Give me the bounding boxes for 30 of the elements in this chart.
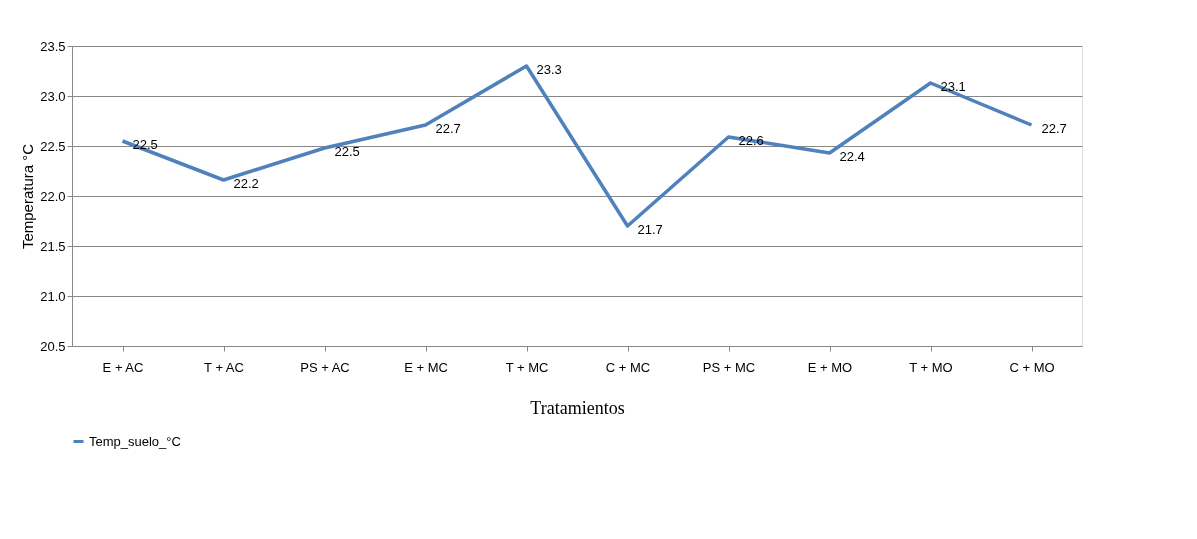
y-tick-label: 20.5 [40, 338, 66, 354]
x-tick-label: E + MC [404, 359, 448, 375]
x-tick-label: PS + MC [702, 359, 756, 375]
y-axis-title: Temperatura °C [19, 143, 37, 250]
y-tick-label: 23.5 [40, 38, 66, 54]
data-label: 22.7 [1041, 121, 1067, 136]
y-tick-label: 21.0 [40, 288, 66, 304]
y-tick-label: 22.0 [40, 188, 66, 204]
data-label: 22.7 [435, 121, 461, 136]
x-tick-label: T + MC [505, 359, 549, 375]
x-tick-label: T + AC [204, 359, 244, 375]
data-label: 23.1 [940, 79, 966, 94]
data-label: 22.5 [334, 144, 360, 159]
y-tick-label: 22.5 [40, 138, 66, 154]
data-label: 22.6 [738, 133, 764, 148]
x-axis-title: Tratamientos [530, 397, 625, 418]
x-tick-label: C + MC [605, 359, 651, 375]
data-label: 22.2 [233, 176, 259, 191]
x-tick-label: T + MO [909, 359, 953, 375]
data-label: 22.5 [132, 137, 158, 152]
x-tick-label: C + MO [1009, 359, 1055, 375]
y-tick-label: 21.5 [40, 238, 66, 254]
y-tick-label: 23.0 [40, 88, 66, 104]
x-tick-label: E + AC [102, 359, 144, 375]
x-tick-label: PS + AC [300, 359, 350, 375]
x-tick-label: E + MO [807, 359, 853, 375]
data-label: 23.3 [536, 62, 562, 77]
data-label: 22.4 [839, 149, 865, 164]
legend-label: Temp_suelo_°C [89, 433, 181, 449]
data-label: 21.7 [637, 222, 663, 237]
